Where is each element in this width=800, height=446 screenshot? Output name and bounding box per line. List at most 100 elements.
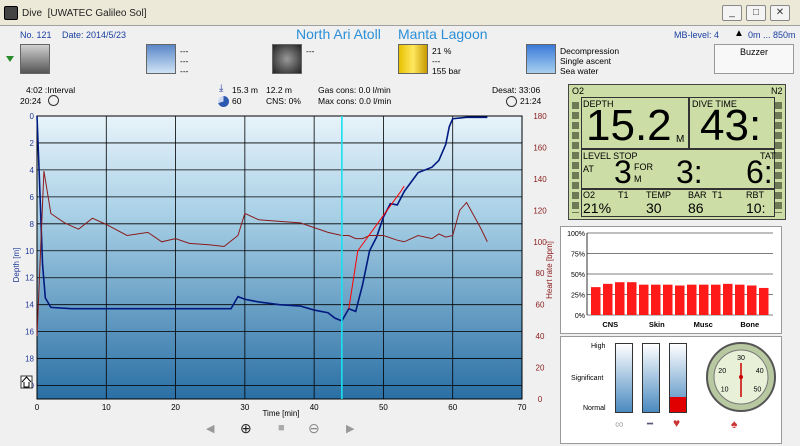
y-tick-label: 16: [25, 328, 34, 337]
tissue-bar: [723, 283, 733, 315]
zoom-out-button[interactable]: ⊖: [308, 420, 320, 436]
y-axis-label: Depth [m]: [12, 248, 21, 283]
tissue-saturation-chart: 100% 75% 50% 25% 0% CNS Skin Musc Bone: [560, 226, 782, 334]
tissue-bar: [663, 284, 673, 315]
exit-clock-icon: [506, 96, 517, 107]
x-tick-label: 70: [518, 403, 527, 412]
dive-time-label: DIVE TIME: [692, 99, 737, 109]
tissue-y-label: 50%: [571, 272, 585, 279]
dial-label: 10: [721, 386, 729, 393]
gauge-bar: [669, 343, 687, 413]
y-tick-label: 8: [30, 220, 35, 229]
weather-icon[interactable]: [146, 44, 176, 74]
x-tick-label: 30: [240, 403, 249, 412]
deco-mode: Decompression: [560, 46, 620, 56]
o2-side-label: O2: [572, 86, 585, 96]
tissue-y-label: 0%: [575, 313, 585, 320]
expand-arrow-icon[interactable]: [6, 56, 14, 62]
next-button[interactable]: ▶: [346, 423, 355, 435]
y2-tick-label: 80: [536, 269, 545, 278]
exit-time: 21:24: [520, 96, 542, 106]
tat-label: TAT: [760, 151, 776, 161]
t1-bar-label: T1: [712, 190, 723, 200]
dive-time-cell: DIVE TIME 43:: [689, 97, 775, 150]
tissue-group-label: CNS: [602, 320, 618, 329]
weather-line-2: ---: [180, 56, 189, 66]
ascent-mode: Single ascent: [560, 56, 612, 66]
desat-time: Desat: 33:06: [492, 85, 541, 95]
gauges-panel: High Significant Normal ∞ ━ ♥ 10 20 30 40 50…: [560, 336, 782, 444]
y2-tick-label: 60: [536, 301, 545, 310]
n2-bargraph: [775, 99, 782, 213]
temp-label: TEMP: [646, 190, 672, 200]
tissue-group-label: Bone: [740, 320, 759, 329]
level-stop-label: LEVEL STOP: [583, 151, 638, 161]
y-tick-label: 4: [30, 166, 35, 175]
o2-value: 21%: [583, 200, 612, 216]
thermometer-icon: ━: [647, 419, 654, 430]
home-icon[interactable]: [20, 375, 33, 389]
title-bar: Dive [UWATEC Galileo Sol] _ □ ✕: [0, 0, 800, 26]
dive-header: No. 121 Date: 2014/5/23 North Ari Atoll …: [0, 26, 800, 82]
y2-tick-label: 100: [533, 238, 547, 247]
prev-button[interactable]: ◀: [206, 423, 215, 435]
cns-value: CNS: 0%: [266, 96, 301, 106]
computer-display: O2 N2 DEPTH 15.2 M DIVE TIME 43: LEVEL S…: [568, 84, 786, 220]
y2-tick-label: 180: [533, 112, 547, 121]
x-tick-label: 50: [379, 403, 388, 412]
depth-cell: DEPTH 15.2 M: [581, 97, 689, 150]
camera-icon[interactable]: [272, 44, 302, 74]
tank-pressure: 155 bar: [432, 66, 461, 76]
tissue-bar: [735, 284, 745, 315]
y-tick-label: 6: [30, 193, 35, 202]
bottom-cell: O2 T1 21% TEMP 30 BAR T1 86 RBT 10:: [581, 189, 775, 217]
y2-tick-label: 20: [536, 364, 545, 373]
o2-bargraph: [572, 99, 579, 213]
y2-tick-label: 0: [538, 395, 543, 404]
stop-button[interactable]: ■: [278, 422, 285, 434]
zoom-in-button[interactable]: ⊕: [240, 420, 252, 436]
gauge-bar: [615, 343, 633, 413]
depth-value: 15.2: [586, 101, 672, 150]
dive-profile-chart[interactable]: 0 10 20 30 40 50 60 70 0 2 4 6 8 10 12 14 16 18 20 180 160 14…: [0, 110, 558, 444]
max-depth: 15.3 m: [232, 85, 258, 95]
depth-unit: M: [676, 134, 685, 145]
site-area: North Ari Atoll: [296, 26, 381, 42]
rbt-value: 10:: [746, 200, 766, 216]
avg-depth: 12.2 m: [266, 85, 292, 95]
bar-value: 86: [688, 200, 704, 216]
window-title: Dive [UWATEC Galileo Sol]: [22, 8, 147, 19]
tissue-bar: [711, 284, 721, 315]
dive-number: No. 121: [20, 30, 52, 40]
profile-svg[interactable]: 0 10 20 30 40 50 60 70 0 2 4 6 8 10 12 14 16 18 20 180 160 14…: [0, 110, 558, 444]
tat-value: 6:: [746, 154, 773, 190]
divers-icon[interactable]: [20, 44, 50, 74]
stop-time: 3:: [676, 154, 703, 190]
maximize-button[interactable]: □: [746, 5, 766, 21]
minimize-button[interactable]: _: [722, 5, 742, 21]
high-label: High: [591, 343, 606, 350]
for-label: FOR: [634, 162, 653, 172]
home-icon-glyph: [21, 376, 32, 388]
tank-icon[interactable]: [398, 44, 428, 74]
weather-line-3: ---: [180, 66, 189, 76]
duration: 60: [232, 96, 242, 106]
n2-side-label: N2: [771, 86, 783, 96]
gauge-bar: [642, 343, 660, 413]
y2-tick-label: 140: [533, 175, 547, 184]
clock-icon: [48, 95, 59, 106]
tissue-bar: [627, 282, 637, 315]
plot-area[interactable]: [36, 115, 523, 400]
at-label: AT: [583, 164, 594, 174]
y2-axis-label: Heart rate [bpm]: [545, 241, 554, 299]
tissue-y-label: 75%: [571, 252, 585, 259]
diver-mode-icon[interactable]: [526, 44, 556, 74]
stop-cell: LEVEL STOP AT 3 FOR M 3: TAT 6:: [581, 149, 776, 190]
site-name: Manta Lagoon: [398, 26, 488, 42]
mountain-icon: ▲: [734, 28, 744, 39]
dive-date: Date: 2014/5/23: [62, 30, 127, 40]
dive-info-row: 4:02 :Interval 20:24 ⤓ 15.3 m 60 12.2 m …: [0, 82, 800, 112]
max-consumption: Max cons: 0.0 l/min: [318, 96, 392, 106]
close-button[interactable]: ✕: [770, 5, 790, 21]
interval-time: 4:02 :Interval: [26, 85, 76, 95]
